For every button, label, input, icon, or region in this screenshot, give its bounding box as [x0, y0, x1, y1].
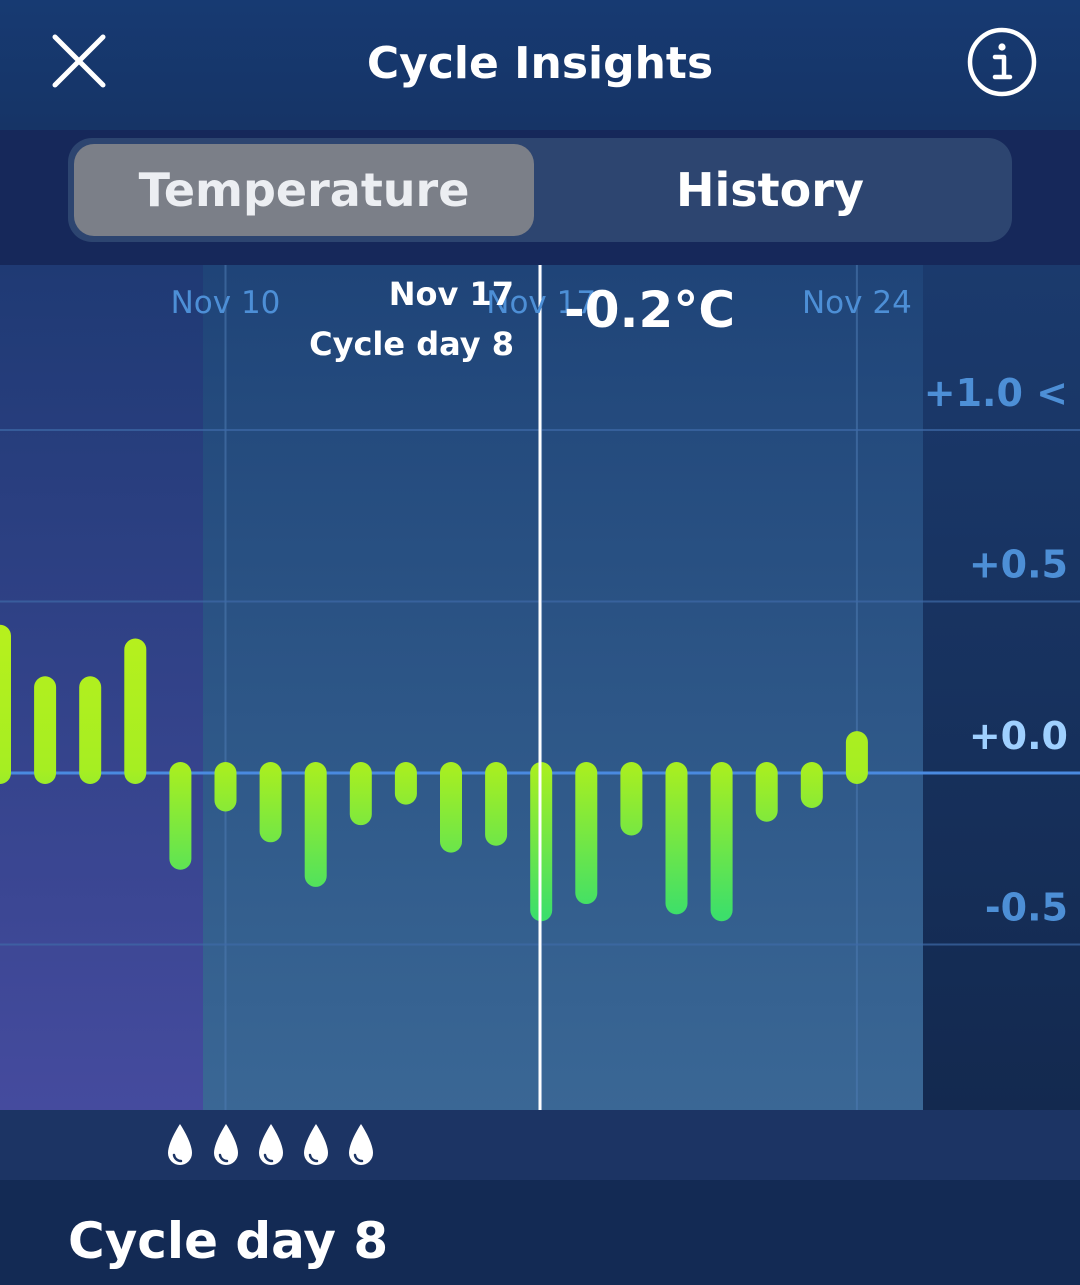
chart-svg: Nov 10 Nov 17 Nov 24 +1.0 < +0.5 +0.0 -0.5 No…: [0, 265, 1080, 1110]
bottom-panel: [0, 1180, 1080, 1285]
selected-temperature-value: -0.2°C: [564, 281, 735, 339]
pre-period-region: [0, 265, 203, 1110]
highlighted-period-region: [203, 265, 923, 1110]
y-tick-label: +0.5: [969, 543, 1068, 587]
close-icon[interactable]: [50, 32, 108, 90]
period-band: [0, 1110, 1080, 1180]
selected-cycle-day-label: Cycle day 8: [309, 325, 514, 363]
info-icon[interactable]: [966, 26, 1038, 98]
period-drop-icon: [348, 1124, 373, 1165]
future-region: [923, 265, 1080, 1110]
period-drop-icon: [168, 1124, 193, 1165]
selected-date-label: Nov 17: [389, 275, 514, 313]
y-tick-label: +0.0: [969, 714, 1068, 758]
tab-temperature[interactable]: Temperature: [74, 144, 534, 236]
segmented-control: Temperature History: [68, 138, 1012, 242]
period-drop-icon: [213, 1124, 238, 1165]
cycle-day-heading: Cycle day 8: [68, 1212, 389, 1270]
x-tick-label: Nov 24: [802, 285, 912, 321]
header-bar: Cycle Insights: [0, 0, 1080, 130]
x-tick-label: Nov 17: [486, 285, 596, 321]
period-drop-icon: [303, 1124, 328, 1165]
tab-history[interactable]: History: [676, 163, 864, 217]
y-tick-label: +1.0 <: [924, 371, 1068, 415]
temperature-chart[interactable]: Nov 10 Nov 17 Nov 24 +1.0 < +0.5 +0.0 -0.5 No…: [0, 265, 1080, 1110]
period-drop-icon: [258, 1124, 283, 1165]
y-tick-label: -0.5: [985, 886, 1068, 930]
x-tick-label: Nov 10: [171, 285, 281, 321]
page-title: Cycle Insights: [366, 38, 714, 89]
